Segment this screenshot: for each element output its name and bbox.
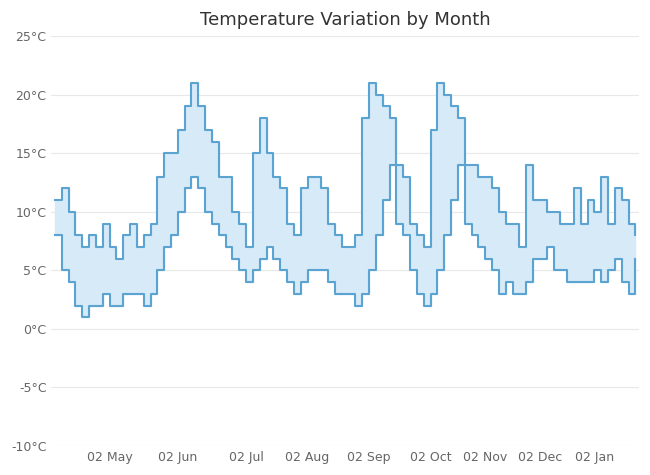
Title: Temperature Variation by Month: Temperature Variation by Month [200,11,491,29]
